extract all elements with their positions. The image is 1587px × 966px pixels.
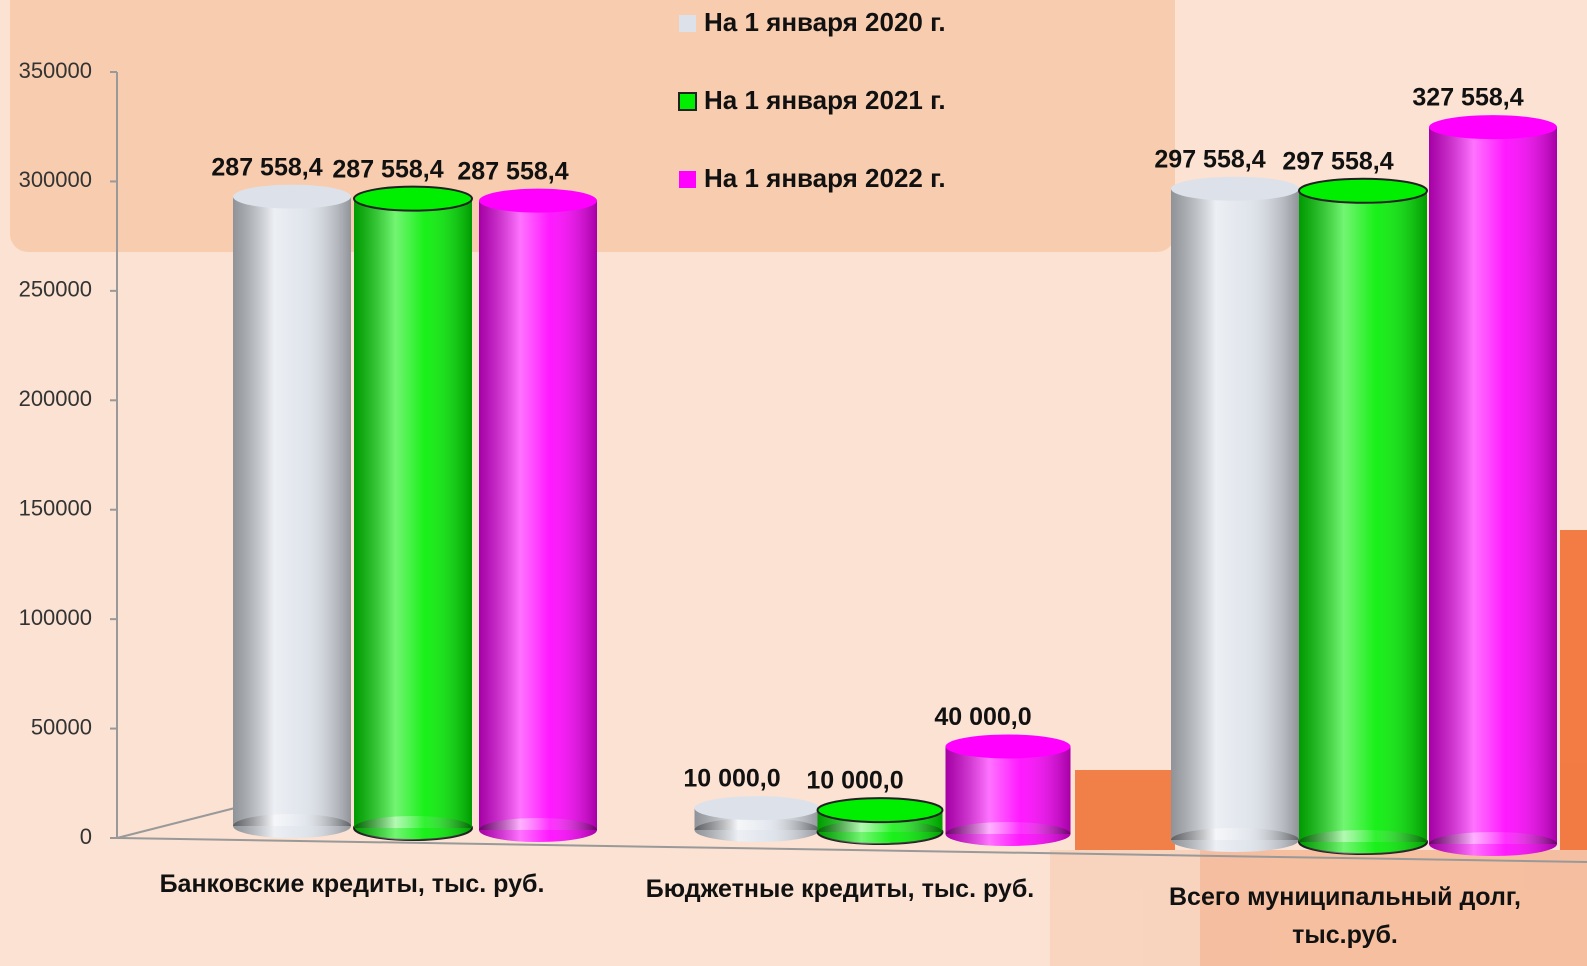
cylinder [945,734,1071,846]
value-label: 297 558,4 [1282,147,1393,175]
value-label: 287 558,4 [332,155,443,183]
y-tick-label: 300000 [19,167,92,192]
y-tick-label: 50000 [31,714,92,739]
cylinder [1298,177,1428,855]
cylinder-top [353,185,473,212]
x-tick-label: Банковские кредиты, тыс. руб. [159,870,545,898]
y-tick-label: 0 [80,824,92,849]
bottom-shade [694,818,820,842]
value-label: 10 000,0 [683,765,780,793]
legend-label: На 1 января 2020 г. [704,7,946,37]
legend-swatch [679,171,696,188]
value-label: 297 558,4 [1154,145,1265,173]
bar-shade [233,196,351,826]
cylinder-top [1171,176,1299,201]
cylinder [479,188,597,842]
y-tick-label: 150000 [19,496,92,521]
value-label: 10 000,0 [806,767,903,795]
bottom-shade [233,814,351,838]
bottom-shade [945,822,1071,846]
cylinder [694,796,820,842]
bottom-shade [354,816,472,840]
legend-label: На 1 января 2021 г. [704,85,946,115]
cylinder [816,797,944,845]
cylinder-top [694,796,820,821]
cylinder [233,184,351,838]
bottom-shade [1429,832,1557,856]
cylinder [1429,115,1557,856]
legend-label: На 1 января 2022 г. [704,163,946,193]
bar-shade [1171,188,1299,840]
x-tick-label-box: Банковские кредиты, тыс. руб. [159,870,545,898]
y-tick-label: 100000 [19,605,92,630]
legend-swatch [679,15,696,32]
bar-shade [1429,127,1557,844]
bottom-shade [479,818,597,842]
bar-shade [1299,190,1427,842]
cylinder [1171,176,1299,852]
legend-swatch [678,92,697,111]
x-tick-label: Бюджетные кредиты, тыс. руб. [645,875,1035,903]
value-label: 287 558,4 [211,153,322,181]
cylinder-top [1298,177,1428,204]
bottom-shade [1299,830,1427,854]
cylinder [353,185,473,841]
bar-shade [945,746,1071,834]
value-label: 287 558,4 [457,157,568,185]
x-tick-label-box: Бюджетные кредиты, тыс. руб. [645,875,1035,903]
bottom-shade [1171,828,1299,852]
cylinder-top [945,734,1071,759]
y-tick-label: 250000 [19,277,92,302]
cylinder-top [233,184,351,209]
value-label: 327 558,4 [1412,84,1523,112]
y-tick-label: 350000 [19,58,92,83]
floor-edge [116,807,236,839]
x-axis [116,837,1587,863]
cylinder-top [479,188,597,213]
cylinder-top [1429,115,1557,140]
cylinder-top [816,797,944,824]
x-tick-label: Всего муниципальный долг, тыс.руб. [1168,883,1521,949]
bar-shade [354,198,472,828]
decor [1050,530,1587,966]
x-tick-label-box: Всего муниципальный долг, тыс.руб. [1168,883,1521,949]
value-label: 40 000,0 [934,703,1031,731]
bottom-shade [817,820,943,844]
y-tick-label: 200000 [19,386,92,411]
bar-shade [479,200,597,830]
